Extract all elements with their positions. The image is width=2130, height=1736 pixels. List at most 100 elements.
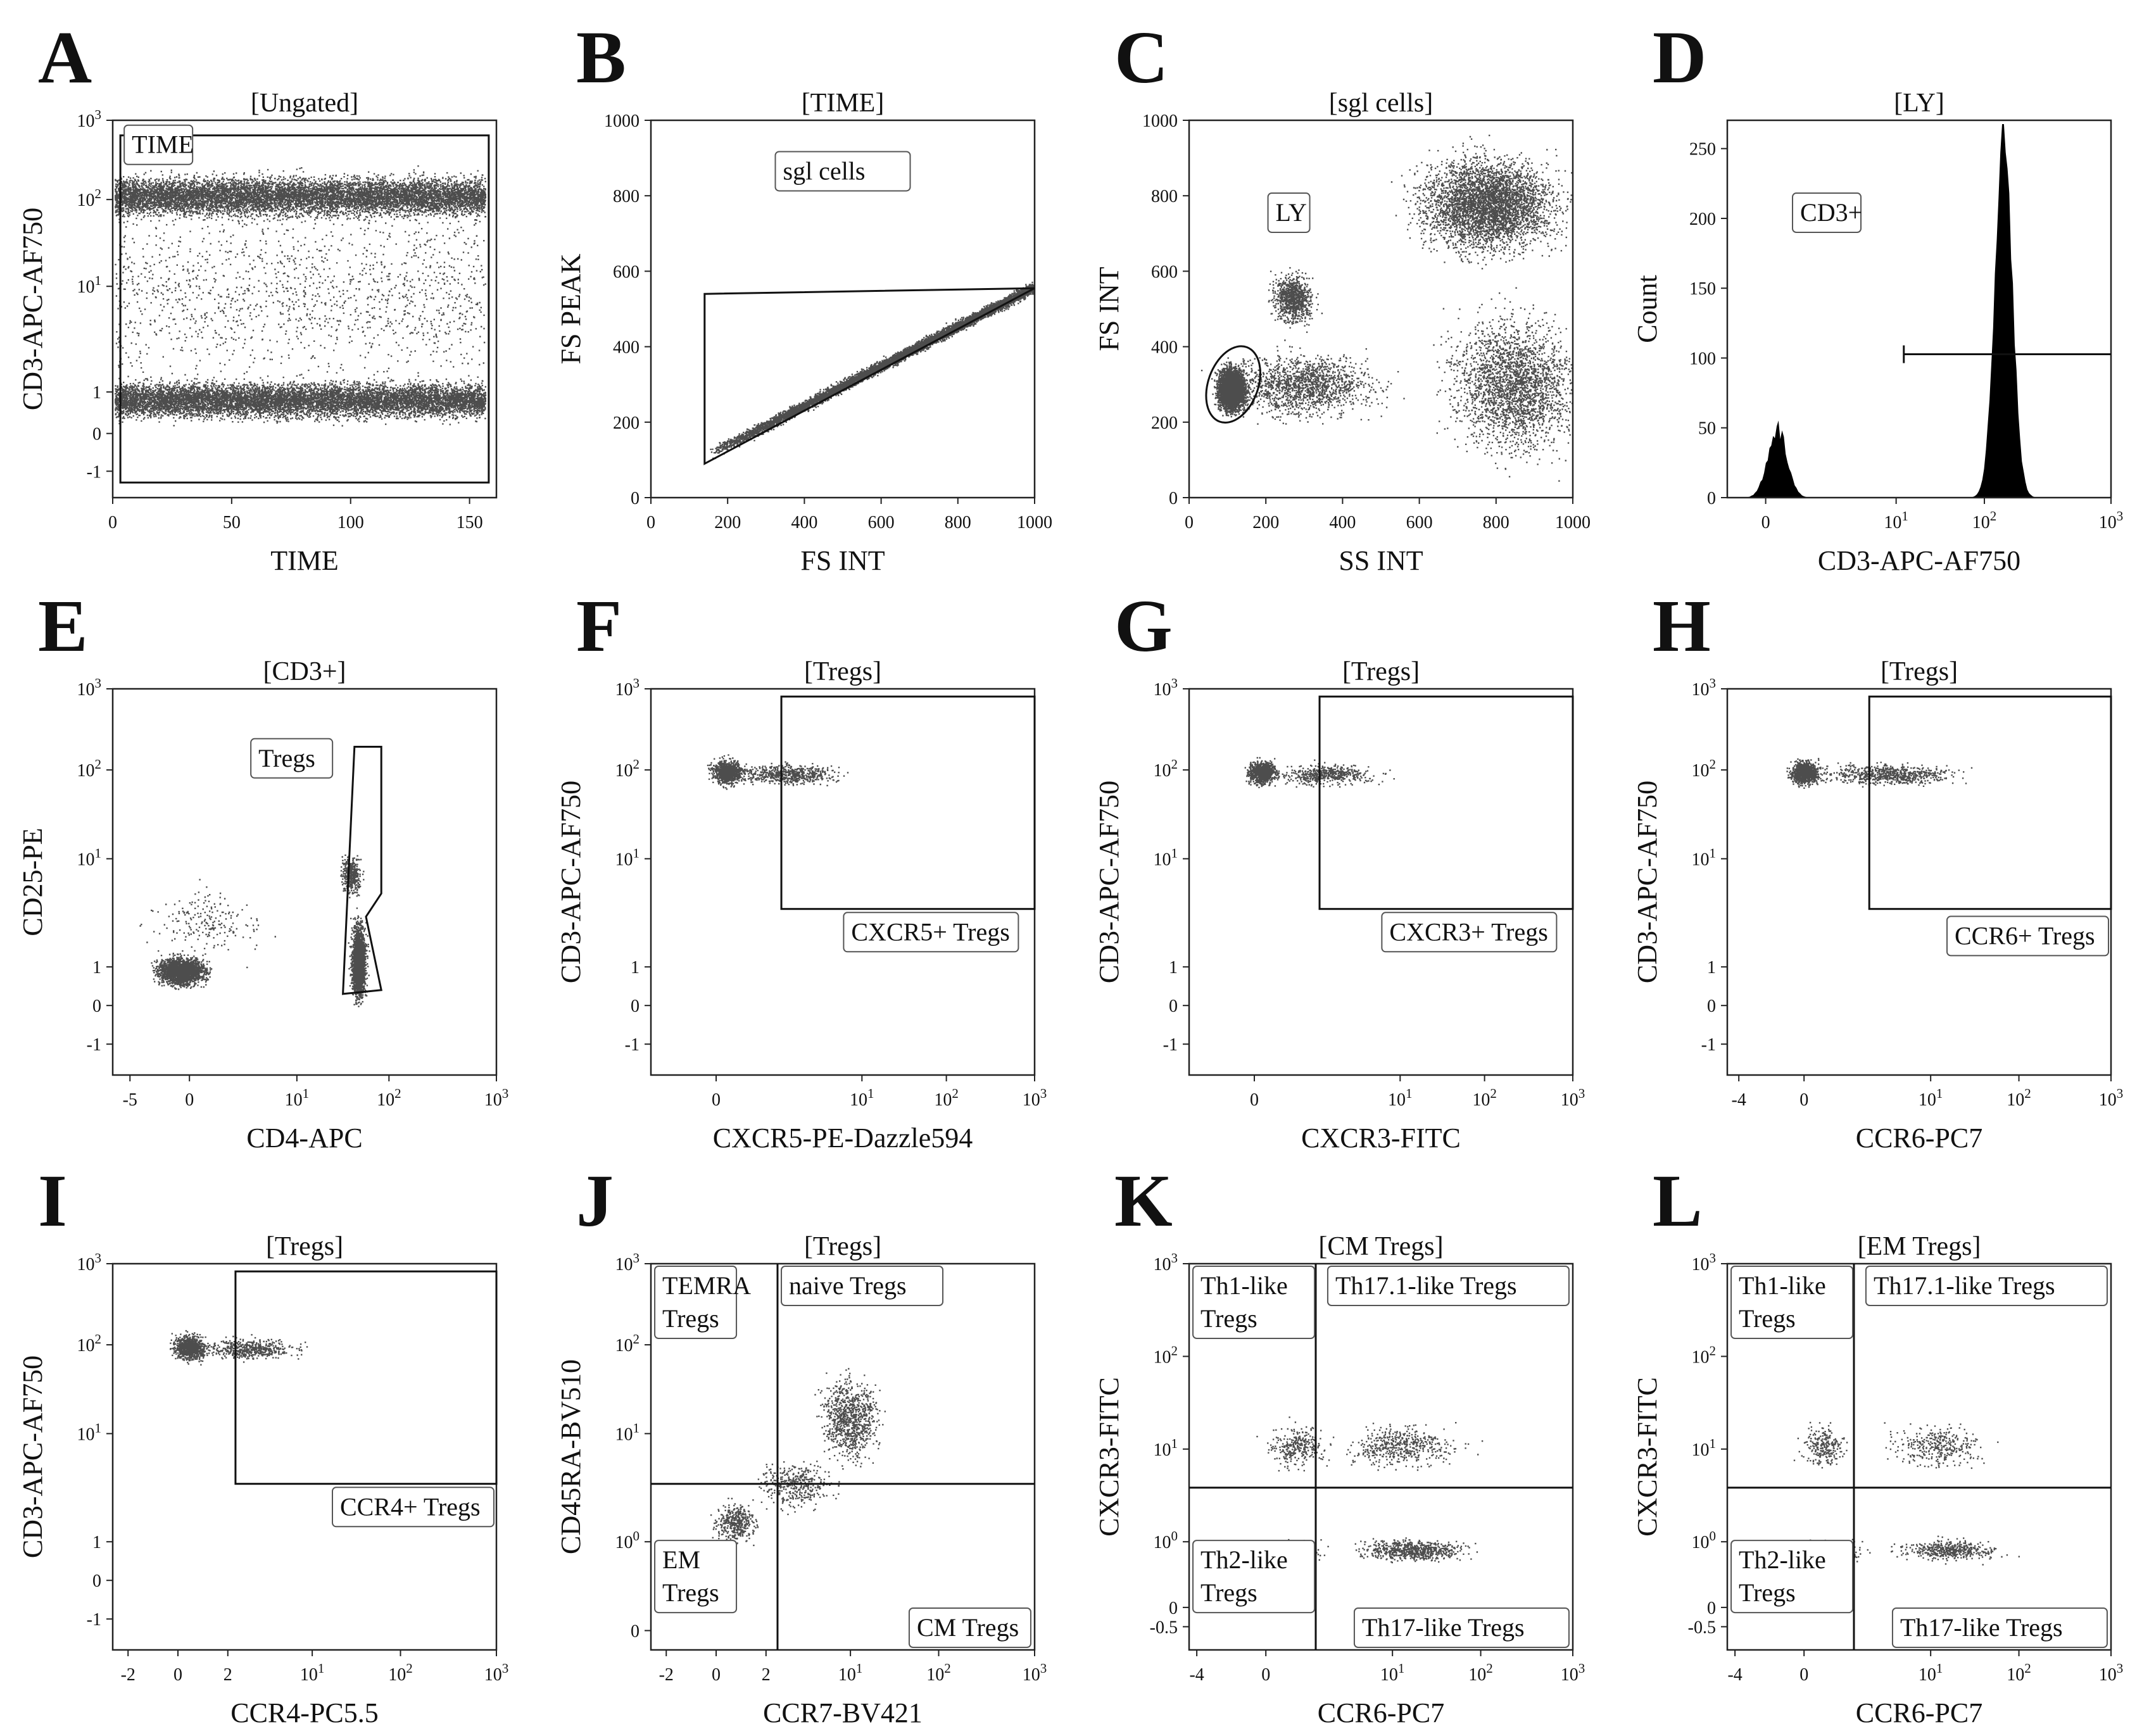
- plot-frame: [650, 119, 1036, 499]
- data-points: [707, 754, 849, 790]
- gate-label-box: [1192, 1266, 1316, 1339]
- gate-label: CXCR3+ Tregs: [1381, 912, 1558, 953]
- gate-label-text: Tregs: [1739, 1304, 1796, 1333]
- x-tick-label: -2: [121, 1665, 135, 1685]
- gate-label: Th2-like Tregs: [1730, 1540, 1854, 1614]
- gate-label-box: [908, 1607, 1031, 1648]
- y-tick-label: 250: [1689, 140, 1716, 160]
- y-axis-label: CXCR3-FITC: [1093, 1377, 1125, 1537]
- gate-label: CD3+: [1792, 192, 1862, 234]
- x-tick-label: 50: [223, 513, 241, 532]
- x-tick-label: 102: [926, 1661, 951, 1685]
- y-tick-label: 0: [92, 425, 101, 444]
- scatter-points: [707, 754, 849, 790]
- gate-label-text: naive Tregs: [789, 1271, 907, 1300]
- panel-title: [TIME]: [802, 89, 885, 118]
- gate-label-text: Tregs: [258, 744, 315, 772]
- plot-frame: [1188, 119, 1574, 499]
- x-tick-label: 101: [300, 1661, 325, 1685]
- x-axis-label: CCR6-PC7: [1856, 1697, 1983, 1728]
- y-tick-label: 103: [615, 676, 640, 700]
- gate-label-text: CM Tregs: [917, 1613, 1019, 1642]
- panel-b: B [TIME] FS INT FS PEAK 0 200 400 600 800 1000 0 20…: [555, 16, 1052, 576]
- panel-title: [LY]: [1894, 89, 1944, 118]
- y-tick-label: 1: [92, 1533, 101, 1552]
- x-tick-label: 101: [850, 1086, 874, 1110]
- panel-title: [CM Tregs]: [1318, 1232, 1443, 1261]
- gate-rectangle: [119, 134, 490, 484]
- x-axis-label: FS INT: [800, 545, 885, 576]
- x-tick-label: 103: [2099, 508, 2124, 532]
- gate-ellipse: [1205, 345, 1261, 424]
- gate-label: Th17-like Tregs: [1353, 1607, 1570, 1648]
- gate-label-text: CXCR5+ Tregs: [851, 917, 1009, 946]
- x-tick-label: 800: [1483, 513, 1509, 532]
- x-tick-label: 101: [285, 1086, 310, 1110]
- gate-label-box: [123, 124, 194, 165]
- panel-label: K: [1114, 1159, 1173, 1242]
- plot-frame: [650, 1262, 1036, 1651]
- panel-label: H: [1653, 584, 1711, 667]
- plot-frame: [1188, 1262, 1574, 1651]
- y-axis-label: CD3-APC-AF750: [17, 1355, 48, 1558]
- gate-label: TEMRA Tregs: [654, 1266, 751, 1339]
- x-axis-label: CD4-APC: [246, 1123, 362, 1154]
- gate-label: Th17-like Tregs: [1891, 1607, 2108, 1648]
- gate-label-box: [774, 151, 911, 192]
- y-tick-label: -1: [87, 1610, 101, 1630]
- y-tick-label: 1: [1707, 958, 1716, 978]
- x-tick-label: 103: [484, 1086, 509, 1110]
- gate-label: CCR6+ Tregs: [1946, 915, 2109, 957]
- x-tick-label: -4: [1727, 1665, 1742, 1685]
- gate-label-text: Tregs: [1200, 1304, 1257, 1333]
- y-tick-label: 101: [1692, 845, 1717, 869]
- plot-frame: [111, 1262, 498, 1651]
- gate-label-text: sgl cells: [783, 156, 866, 185]
- gate-label-text: Th17.1-like Tregs: [1335, 1271, 1517, 1300]
- gate-label-box: [1192, 1540, 1316, 1614]
- gate-label-box: [250, 738, 334, 779]
- gate-label-text: Th2-like: [1739, 1545, 1826, 1574]
- x-tick-label: 103: [1023, 1661, 1047, 1685]
- gate-label-box: [1267, 192, 1311, 234]
- x-tick-label: 102: [1468, 1661, 1493, 1685]
- x-axis-label: CXCR5-PE-Dazzle594: [713, 1123, 973, 1154]
- y-tick-label: 102: [615, 1331, 640, 1355]
- x-tick-label: 101: [1380, 1661, 1405, 1685]
- y-tick-label: -1: [1701, 1035, 1716, 1055]
- panel-label: G: [1114, 584, 1173, 667]
- gate-label-text: Th1-like: [1739, 1271, 1826, 1300]
- y-tick-label: 200: [613, 413, 640, 433]
- y-tick-label: 1: [631, 958, 640, 978]
- scatter-points: [710, 281, 1035, 460]
- y-axis-label: CD25-PE: [17, 827, 48, 936]
- panel-label: B: [576, 16, 626, 99]
- gate-label: TIME: [123, 124, 194, 165]
- gate-label-box: [1865, 1266, 2108, 1306]
- gate-label: sgl cells: [774, 151, 911, 192]
- y-tick-label: 101: [77, 1420, 102, 1444]
- y-tick-label: -1: [625, 1035, 640, 1055]
- y-tick-label: 102: [615, 757, 640, 781]
- y-tick-label: 600: [1151, 262, 1178, 282]
- gate-label: Th1-like Tregs: [1730, 1266, 1854, 1339]
- y-tick-label: 101: [615, 1420, 640, 1444]
- x-tick-label: 200: [714, 513, 741, 532]
- panel-title: [Tregs]: [1342, 657, 1420, 686]
- x-tick-label: 200: [1252, 513, 1279, 532]
- x-tick-label: 101: [1919, 1661, 1943, 1685]
- y-tick-label: 103: [77, 676, 102, 700]
- gate-label-box: [1891, 1607, 2108, 1648]
- panel-title: [Tregs]: [804, 657, 881, 686]
- x-tick-label: 0: [1761, 513, 1770, 532]
- plot-frame: [1726, 119, 2112, 499]
- x-tick-label: 101: [1919, 1086, 1943, 1110]
- y-tick-label: 0: [1707, 489, 1716, 508]
- gate-label-box: [781, 1266, 944, 1306]
- panel-c: C [sgl cells] SS INT FS INT 0 200 400 600 800 100…: [1093, 16, 1591, 576]
- y-tick-label: 800: [1151, 187, 1178, 206]
- gate-label-box: [1381, 912, 1558, 953]
- x-tick-label: 600: [1406, 513, 1433, 532]
